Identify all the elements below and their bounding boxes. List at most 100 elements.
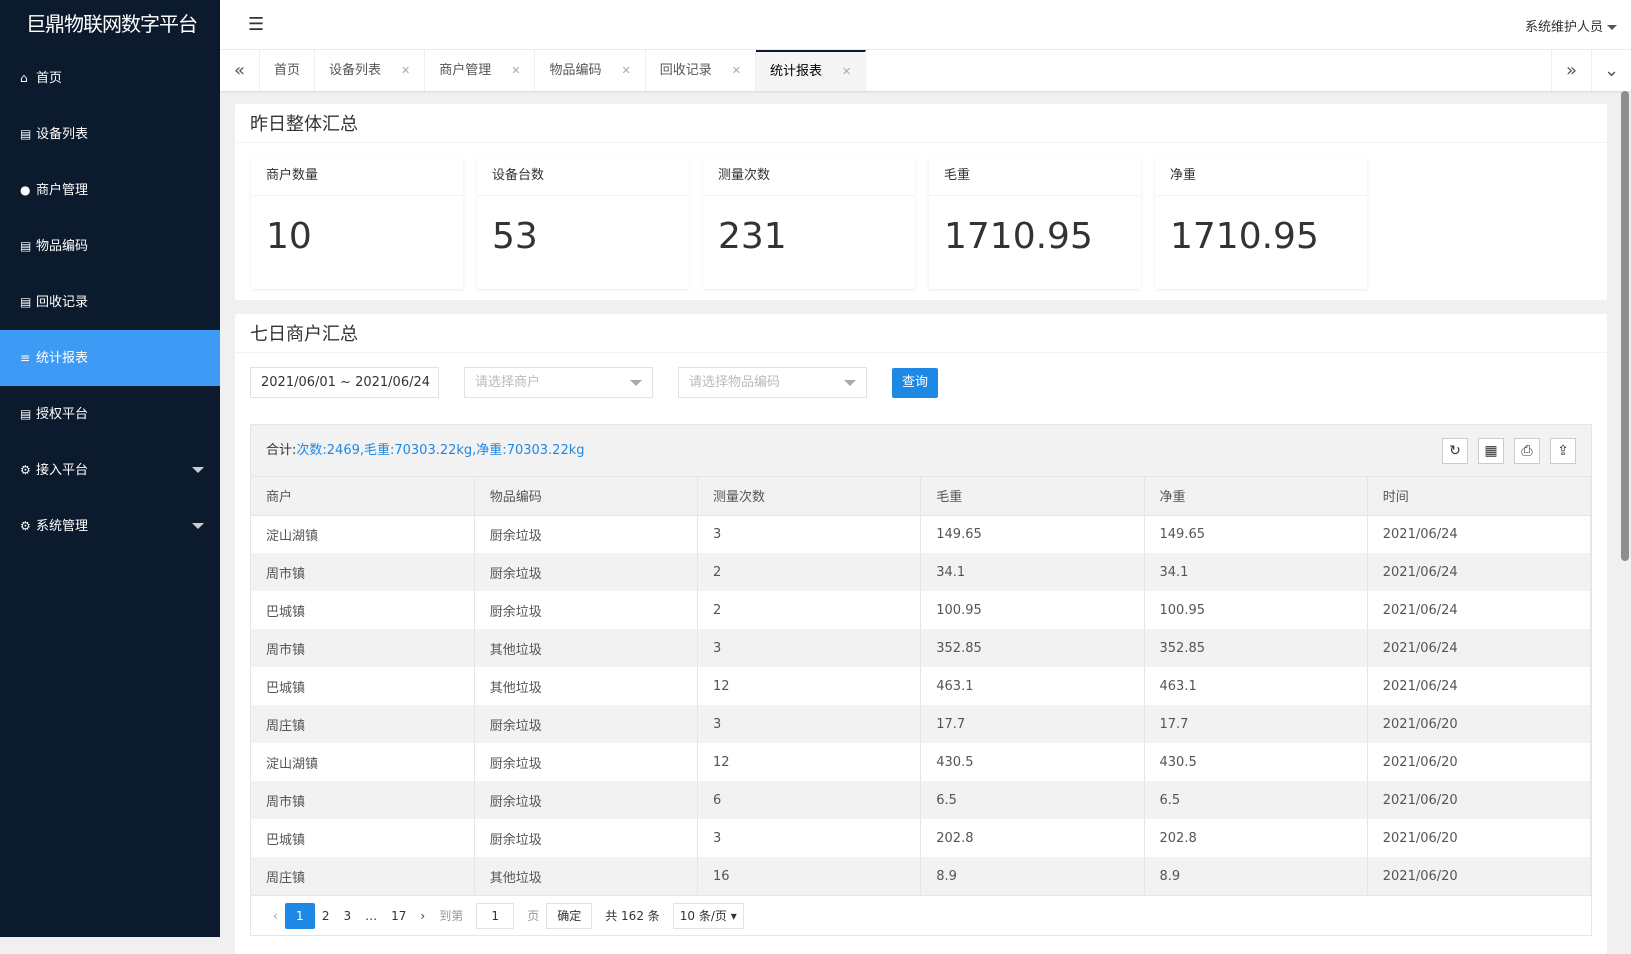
caret-down-icon <box>192 523 204 529</box>
print-icon[interactable]: ⎙ <box>1514 438 1540 464</box>
table-cell: 淀山湖镇 <box>251 743 475 781</box>
pagination-ellipsis: … <box>365 908 378 923</box>
sidebar-item[interactable]: ⚙ 接入平台 <box>0 442 220 498</box>
page-button[interactable]: 2 <box>321 908 330 923</box>
export-icon[interactable]: ⇪ <box>1550 438 1576 464</box>
table-cell: 17.7 <box>920 705 1145 743</box>
table-cell: 其他垃圾 <box>474 857 699 895</box>
next-page-icon[interactable]: › <box>420 908 426 923</box>
close-icon[interactable]: ✕ <box>841 65 852 78</box>
close-icon[interactable]: ✕ <box>731 64 741 77</box>
tab[interactable]: 首页 <box>260 50 316 91</box>
table-row: 巴城镇 其他垃圾 12 463.1 463.1 2021/06/24 <box>251 667 1592 705</box>
page-button[interactable]: 17 <box>391 908 407 923</box>
columns-icon[interactable]: ▦ <box>1478 438 1504 464</box>
tab[interactable]: 统计报表 ✕ <box>755 50 867 91</box>
table-cell: 巴城镇 <box>251 591 475 629</box>
table-cell: 463.1 <box>1144 667 1368 705</box>
table-cell: 12 <box>697 667 922 705</box>
tab-scroll-right-icon[interactable]: » <box>1551 50 1591 91</box>
table-row: 淀山湖镇 厨余垃圾 3 149.65 149.65 2021/06/24 <box>251 515 1592 553</box>
page-size-select[interactable]: 10 条/页 ▾ <box>672 902 744 929</box>
sidebar-item[interactable]: ● 商户管理 <box>0 162 220 218</box>
stat-label: 设备台数 <box>477 156 689 196</box>
stat-value: 53 <box>492 216 538 257</box>
table-cell: 2021/06/24 <box>1367 515 1592 553</box>
table-row: 周庄镇 其他垃圾 16 8.9 8.9 2021/06/20 <box>251 857 1592 895</box>
table-cell: 6.5 <box>1144 781 1368 819</box>
table-cell: 149.65 <box>1144 515 1368 553</box>
tab[interactable]: 设备列表 ✕ <box>315 50 426 91</box>
refresh-icon[interactable]: ↻ <box>1442 438 1468 464</box>
table-row: 周市镇 其他垃圾 3 352.85 352.85 2021/06/24 <box>251 629 1592 667</box>
stat-card: 测量次数 231 <box>703 156 915 289</box>
gear-icon: ⚙ <box>20 463 31 477</box>
tab-scroll-left-icon[interactable]: « <box>220 50 260 91</box>
page-button[interactable]: 1 <box>284 902 315 929</box>
query-button[interactable]: 查询 <box>892 368 938 398</box>
sidebar-item[interactable]: ▤ 授权平台 <box>0 386 220 442</box>
goto-confirm-button[interactable]: 确定 <box>546 902 593 929</box>
tab[interactable]: 回收记录 ✕ <box>646 50 756 91</box>
page-button[interactable]: 3 <box>343 908 352 923</box>
item-code-select[interactable]: 请选择物品编码 <box>678 367 867 398</box>
stat-value: 231 <box>718 216 787 257</box>
table-cell: 3 <box>697 515 922 553</box>
merchant-select[interactable]: 请选择商户 <box>464 367 653 398</box>
weekly-summary-panel: 七日商户汇总 2021/06/01 ~ 2021/06/24 请选择商户 请选择… <box>235 314 1607 954</box>
close-icon[interactable]: ✕ <box>511 64 521 77</box>
table-cell: 淀山湖镇 <box>251 515 475 553</box>
table-cell: 34.1 <box>920 553 1145 591</box>
tab-bar: « 首页 设备列表 ✕ 商户管理 ✕ 物品编码 ✕ 回收记录 ✕ 统计报表 ✕ » ⌄ <box>220 50 1631 91</box>
tab[interactable]: 商户管理 ✕ <box>425 50 536 91</box>
page-unit: 页 <box>527 909 540 923</box>
tab-options-chevron-down-icon[interactable]: ⌄ <box>1591 50 1631 91</box>
table-cell: 3 <box>697 629 922 667</box>
stat-card: 设备台数 53 <box>477 156 689 289</box>
total-label: 合计: <box>266 443 297 458</box>
table-cell: 周庄镇 <box>251 857 475 895</box>
column-header[interactable]: 商户 <box>251 477 475 516</box>
table-cell: 厨余垃圾 <box>474 705 699 743</box>
close-icon[interactable]: ✕ <box>621 64 631 77</box>
sidebar-item[interactable]: ⚙ 系统管理 <box>0 498 220 554</box>
table-cell: 463.1 <box>920 667 1145 705</box>
table-cell: 100.95 <box>920 591 1145 629</box>
stat-label: 商户数量 <box>251 156 463 196</box>
user-menu[interactable]: 系统维护人员 <box>1525 16 1617 35</box>
column-header[interactable]: 物品编码 <box>474 477 699 516</box>
sidebar-item[interactable]: ≡ 统计报表 <box>0 330 220 386</box>
prev-page-icon[interactable]: ‹ <box>273 908 278 923</box>
table-cell: 周市镇 <box>251 629 475 667</box>
tab[interactable]: 物品编码 ✕ <box>535 50 646 91</box>
sidebar-item[interactable]: ▤ 物品编码 <box>0 218 220 274</box>
dropdown-arrow-icon <box>630 380 642 386</box>
panel-title: 七日商户汇总 <box>235 314 1607 353</box>
column-header[interactable]: 净重 <box>1144 477 1368 516</box>
table-row: 巴城镇 厨余垃圾 2 100.95 100.95 2021/06/24 <box>251 591 1592 629</box>
column-header[interactable]: 毛重 <box>920 477 1145 516</box>
sidebar-item-label: 物品编码 <box>36 239 89 254</box>
sidebar-item[interactable]: ▤ 设备列表 <box>0 106 220 162</box>
table-cell: 2021/06/20 <box>1367 743 1592 781</box>
dropdown-arrow-icon <box>844 380 856 386</box>
sidebar-item[interactable]: ⌂ 首页 <box>0 50 220 106</box>
home-icon: ⌂ <box>20 71 28 85</box>
table-cell: 202.8 <box>920 819 1145 857</box>
table-cell: 12 <box>697 743 922 781</box>
table-cell: 巴城镇 <box>251 667 475 705</box>
tab-label: 商户管理 <box>439 63 492 78</box>
sidebar-item[interactable]: ▤ 回收记录 <box>0 274 220 330</box>
table-cell: 2021/06/20 <box>1367 781 1592 819</box>
scrollbar[interactable] <box>1621 91 1629 561</box>
column-header[interactable]: 测量次数 <box>697 477 922 516</box>
tab-label: 设备列表 <box>329 63 382 78</box>
stat-label: 毛重 <box>929 156 1141 196</box>
menu-toggle-icon[interactable]: ☰ <box>248 14 265 35</box>
close-icon[interactable]: ✕ <box>401 64 411 77</box>
column-header[interactable]: 时间 <box>1367 477 1592 516</box>
tab-label: 回收记录 <box>659 63 712 78</box>
date-range-input[interactable]: 2021/06/01 ~ 2021/06/24 <box>250 367 439 398</box>
goto-page-input[interactable]: 1 <box>476 902 515 929</box>
table-cell: 149.65 <box>920 515 1145 553</box>
